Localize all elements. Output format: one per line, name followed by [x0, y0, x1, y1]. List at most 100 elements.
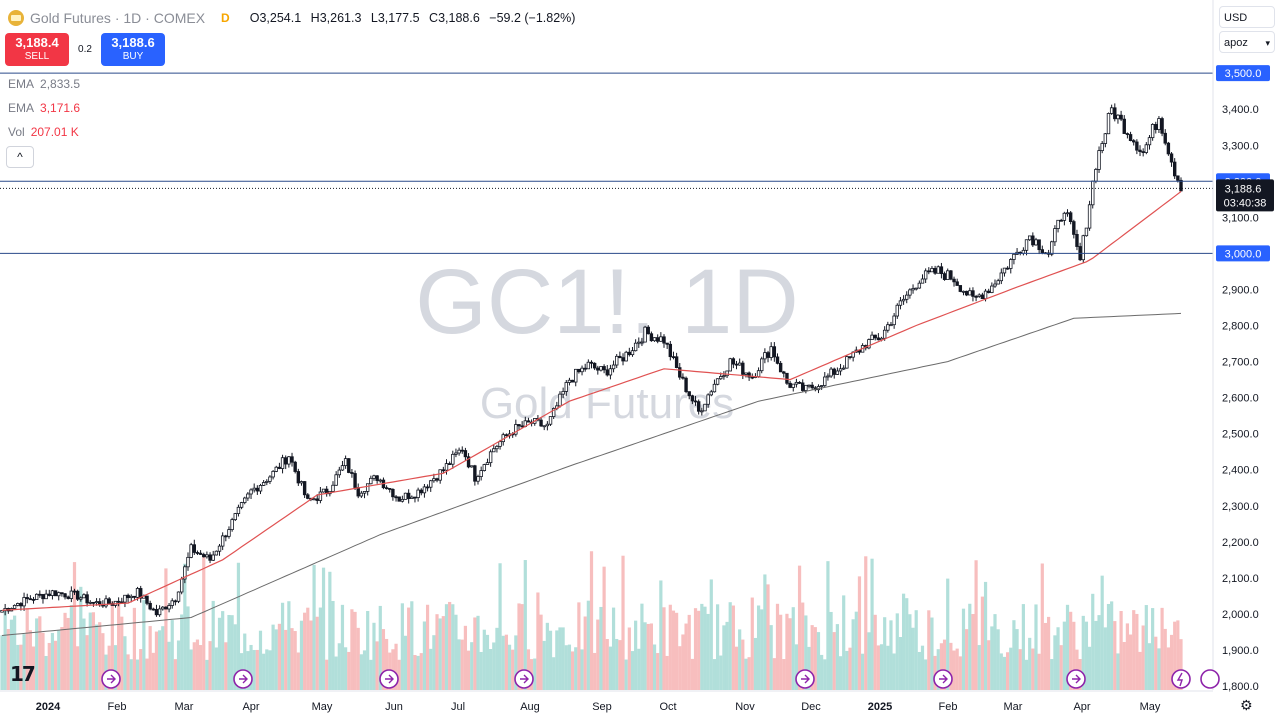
candle: [47, 589, 51, 597]
candle: [608, 364, 613, 380]
candle: [1075, 229, 1079, 251]
volume-bar: [498, 563, 502, 690]
volume-bar: [1015, 629, 1019, 690]
symbol-title[interactable]: Gold Futures · 1D · COMEX: [30, 10, 206, 26]
candle: [895, 303, 899, 319]
volume-bar: [514, 635, 518, 690]
buy-button[interactable]: 3,188.6 BUY: [101, 33, 165, 66]
volume-bar: [372, 622, 376, 690]
volume-bar: [1056, 627, 1060, 690]
horizontal-levels[interactable]: [0, 72, 1213, 254]
volume-bar: [555, 630, 559, 690]
candle: [22, 592, 26, 611]
sell-button[interactable]: 3,188.4 SELL: [5, 33, 69, 66]
volume-bar: [60, 627, 64, 690]
x-tick-label: May: [1140, 701, 1161, 713]
volume-bar: [57, 630, 61, 690]
candle: [164, 606, 168, 610]
volume-bar: [1087, 646, 1092, 690]
volume-bar: [309, 620, 313, 690]
candle: [801, 379, 805, 392]
candle: [170, 598, 174, 609]
volume-bar: [640, 603, 644, 690]
delayed-badge[interactable]: D: [221, 11, 230, 25]
volume-bar: [353, 611, 357, 690]
candle: [391, 488, 395, 501]
candle: [274, 465, 278, 473]
candle: [312, 497, 316, 501]
candle: [299, 480, 304, 486]
collapse-indicators-button[interactable]: ^: [6, 146, 34, 168]
x-tick-label: Apr: [1073, 701, 1090, 713]
candle: [709, 389, 713, 397]
candle: [1103, 132, 1108, 148]
open-value: 3,254.1: [259, 11, 302, 25]
high-label: H: [310, 11, 320, 25]
volume-bar: [1072, 621, 1076, 690]
event-markers[interactable]: [101, 669, 1220, 689]
candle: [618, 351, 622, 359]
volume-bar: [637, 648, 641, 690]
candle: [233, 512, 237, 522]
buy-price: 3,188.6: [111, 34, 155, 50]
candle: [545, 421, 550, 431]
candle: [933, 265, 937, 275]
volume-bar: [920, 645, 925, 690]
spread-value: 0.2: [78, 44, 92, 55]
scale-mode-select[interactable]: apoz ▾: [1219, 31, 1275, 53]
volume-bar: [602, 566, 606, 690]
indicator-ema-fast[interactable]: EMA 3,171.6: [8, 101, 80, 115]
time-axis[interactable]: 2024 Feb Mar Apr May Jun Jul Aug Sep Oct Nov Dec 202…: [36, 701, 1161, 713]
level-label: 3,500.0: [1225, 68, 1262, 80]
volume-bar: [28, 630, 32, 690]
volume-bar: [173, 659, 177, 690]
candle: [1125, 132, 1130, 139]
volume-bar: [110, 601, 114, 690]
volume-bar: [1173, 621, 1177, 690]
volume-bar: [898, 636, 903, 690]
price-axis[interactable]: 3,500.03,200.03,000.03,188.603:40:383,40…: [1216, 65, 1274, 693]
tradingview-logo-icon[interactable]: 17: [10, 662, 36, 686]
indicator-ema-slow[interactable]: EMA 2,833.5: [8, 77, 80, 91]
candle: [570, 379, 575, 383]
candle: [16, 602, 20, 607]
volume-bar: [842, 595, 846, 690]
volume-bar: [419, 653, 423, 690]
indicator-volume[interactable]: Vol 207.01 K: [8, 125, 79, 139]
volume-bar: [1132, 610, 1136, 690]
last-price-label-bg: [1216, 179, 1274, 212]
gear-icon[interactable]: ⚙: [1240, 697, 1253, 713]
candle: [687, 391, 691, 400]
volume-bar: [293, 631, 297, 690]
volume-bar: [1037, 653, 1041, 690]
candle: [98, 598, 102, 607]
candle: [539, 417, 543, 427]
indicator-value: 2,833.5: [40, 77, 81, 91]
candle: [504, 433, 509, 437]
volume-bar: [296, 652, 300, 690]
volume-bar: [561, 627, 565, 690]
volume-bar: [895, 613, 899, 690]
candle: [1053, 225, 1057, 247]
candle: [492, 444, 496, 453]
y-tick-label: 2,000.0: [1222, 609, 1259, 621]
volume-bar: [949, 642, 953, 690]
candle: [939, 262, 944, 279]
candle: [1072, 219, 1076, 239]
candle: [886, 321, 890, 333]
volume-bar: [135, 659, 140, 690]
indicator-name: Vol: [8, 125, 25, 139]
volume-bar: [485, 634, 490, 690]
volume-bar: [457, 639, 461, 690]
currency-select[interactable]: USD: [1219, 6, 1275, 28]
x-tick-label: Feb: [939, 701, 958, 713]
volume-bar: [438, 618, 442, 690]
candle: [1097, 146, 1101, 173]
candle: [665, 342, 669, 349]
candle: [435, 477, 439, 483]
volume-bar: [1018, 649, 1022, 690]
candle: [703, 403, 707, 412]
candle: [583, 363, 587, 372]
candle: [249, 488, 253, 499]
